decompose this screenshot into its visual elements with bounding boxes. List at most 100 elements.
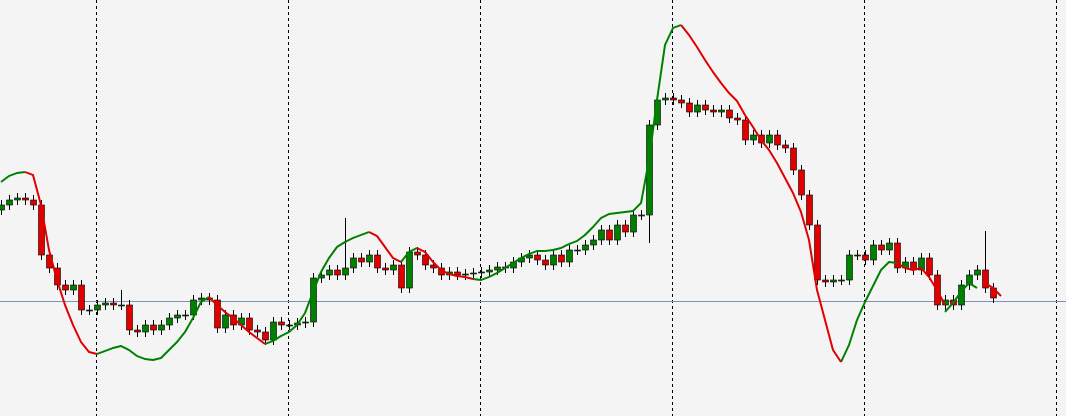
candle-body (854, 254, 861, 257)
candle-body (894, 242, 901, 269)
candle-body (982, 269, 989, 289)
candle-body (94, 304, 101, 311)
candle-body (246, 317, 253, 331)
candle-body (0, 204, 5, 211)
candle-body (830, 279, 837, 283)
candle-body (566, 249, 573, 263)
candle-body (366, 254, 373, 263)
candle-body (822, 279, 829, 283)
candle-body (166, 317, 173, 326)
candle-body (86, 309, 93, 312)
candle-body (974, 269, 981, 276)
candle-body (702, 104, 709, 111)
candle-body (62, 284, 69, 291)
candle-body (694, 104, 701, 113)
candle-body (614, 224, 621, 241)
candle-body (734, 117, 741, 121)
candle-body (638, 214, 645, 217)
candle-body (870, 244, 877, 261)
candle-body (742, 119, 749, 141)
candle-body (374, 254, 381, 269)
candle-body (326, 269, 333, 276)
candle-body (342, 267, 349, 276)
candle-body (14, 197, 21, 201)
candle-body (966, 274, 973, 286)
candle-body (30, 199, 37, 206)
candle-body (582, 244, 589, 251)
candle-body (454, 271, 461, 276)
candle-body (134, 329, 141, 333)
candle-body (150, 324, 157, 331)
candle-body (750, 134, 757, 141)
candle-body (254, 329, 261, 333)
candle-body (414, 251, 421, 256)
candle-body (302, 321, 309, 324)
candle-body (710, 109, 717, 113)
candle-body (126, 304, 133, 331)
candle-body (670, 97, 677, 101)
candle-body (358, 257, 365, 263)
candle-body (590, 239, 597, 246)
candle-body (174, 314, 181, 319)
candle-body (278, 321, 285, 326)
candle-body (774, 134, 781, 146)
candle-body (478, 271, 485, 274)
candle-body (494, 266, 501, 271)
candle-body (878, 244, 885, 251)
candle-body (574, 249, 581, 252)
candle-body (118, 304, 125, 307)
candle-body (686, 102, 693, 113)
candle-body (286, 324, 293, 327)
candle-body (806, 194, 813, 226)
candle-body (838, 279, 845, 282)
candle-body (406, 251, 413, 289)
candle-body (766, 134, 773, 144)
candle-body (110, 302, 117, 306)
candle-body (182, 314, 189, 317)
candle-body (22, 197, 29, 201)
candle-body (782, 144, 789, 149)
candle-body (846, 254, 853, 281)
candle-body (262, 331, 269, 341)
candle-body (350, 257, 357, 269)
candle-body (790, 147, 797, 171)
candle-body (214, 299, 221, 329)
candle-body (54, 267, 61, 286)
candle-body (158, 324, 165, 331)
candle-body (726, 109, 733, 119)
candle-body (382, 267, 389, 271)
candle-body (398, 264, 405, 289)
candle-body (486, 269, 493, 273)
indicator-line (0, 24, 978, 363)
candle-body (678, 99, 685, 104)
candle-body (390, 264, 397, 271)
candle-body (534, 254, 541, 261)
candle-body (78, 284, 85, 311)
candle-body (270, 321, 277, 341)
candle-body (142, 324, 149, 333)
candle-body (222, 314, 229, 329)
candle-body (606, 229, 613, 241)
candle-body (662, 97, 669, 101)
candle-body (70, 284, 77, 291)
candle-body (926, 257, 933, 276)
candle-body (542, 259, 549, 266)
candle-body (102, 302, 109, 306)
candle-body (622, 224, 629, 233)
candle-body (598, 229, 605, 241)
candle-body (886, 242, 893, 251)
candle-body (462, 273, 469, 276)
candle-body (334, 269, 341, 276)
candle-body (422, 254, 429, 266)
candle-body (798, 169, 805, 196)
candle-body (550, 254, 557, 266)
candle-body (558, 254, 565, 263)
candle-body (470, 272, 477, 275)
indicator-line (24, 24, 1002, 363)
candle-body (526, 254, 533, 259)
candle-body (862, 254, 869, 261)
candle-body (718, 109, 725, 113)
candle-body (942, 299, 949, 306)
